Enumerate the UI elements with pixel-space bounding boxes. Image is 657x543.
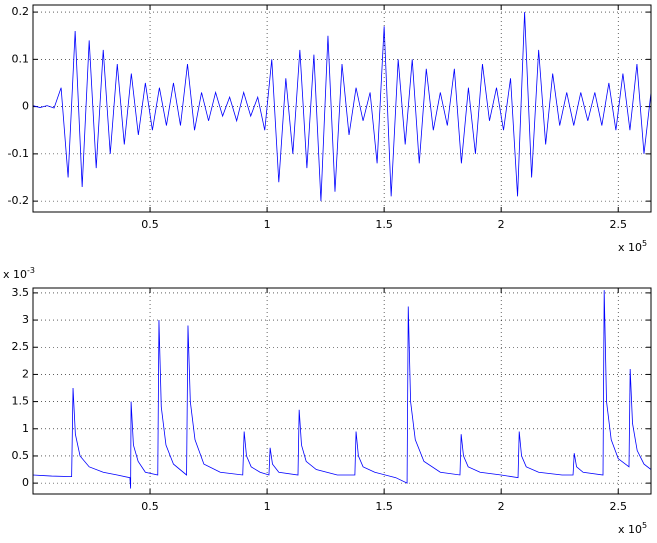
y-tick-label: 1 — [22, 422, 29, 435]
y-tick-label: 2 — [22, 367, 29, 380]
axes-background — [32, 287, 652, 495]
multiplier-exponent: 5 — [642, 239, 647, 248]
y-tick-label: 0.2 — [12, 5, 30, 18]
multiplier-exponent: 5 — [642, 521, 647, 530]
y-tick-label: 1.5 — [12, 395, 30, 408]
y-tick-label: -0.1 — [8, 147, 29, 160]
axis-multiplier: x 105 — [618, 239, 647, 255]
y-tick-label: 3.5 — [12, 286, 30, 299]
x-tick-label: 2 — [498, 218, 505, 231]
y-tick-label: 0.1 — [12, 52, 30, 65]
signal-line — [33, 290, 651, 489]
x-tick-label: 2.5 — [609, 500, 627, 513]
axis-multiplier: x 10-3 — [3, 266, 35, 282]
axes-frame — [32, 287, 652, 495]
multiplier-base: x 10 — [618, 523, 642, 536]
multiplier-base: x 10 — [3, 268, 27, 281]
axes-background — [32, 4, 652, 213]
multiplier-exponent: -3 — [27, 266, 35, 275]
y-tick-label: 3 — [22, 313, 29, 326]
y-tick-label: 0 — [22, 476, 29, 489]
multiplier-base: x 10 — [618, 241, 642, 254]
signal-line — [33, 12, 651, 202]
x-tick-label: 2 — [498, 500, 505, 513]
x-tick-label: 1 — [264, 218, 271, 231]
y-tick-label: 0 — [22, 100, 29, 113]
y-tick-label: -0.2 — [8, 194, 29, 207]
x-tick-label: 0.5 — [141, 218, 159, 231]
axis-multiplier: x 105 — [618, 521, 647, 537]
x-tick-label: 1 — [264, 500, 271, 513]
x-tick-label: 0.5 — [141, 500, 159, 513]
x-tick-label: 1.5 — [375, 218, 393, 231]
x-tick-label: 2.5 — [609, 218, 627, 231]
axes-frame — [32, 4, 652, 213]
x-tick-label: 1.5 — [375, 500, 393, 513]
y-tick-label: 2.5 — [12, 340, 30, 353]
y-tick-label: 0.5 — [12, 449, 30, 462]
